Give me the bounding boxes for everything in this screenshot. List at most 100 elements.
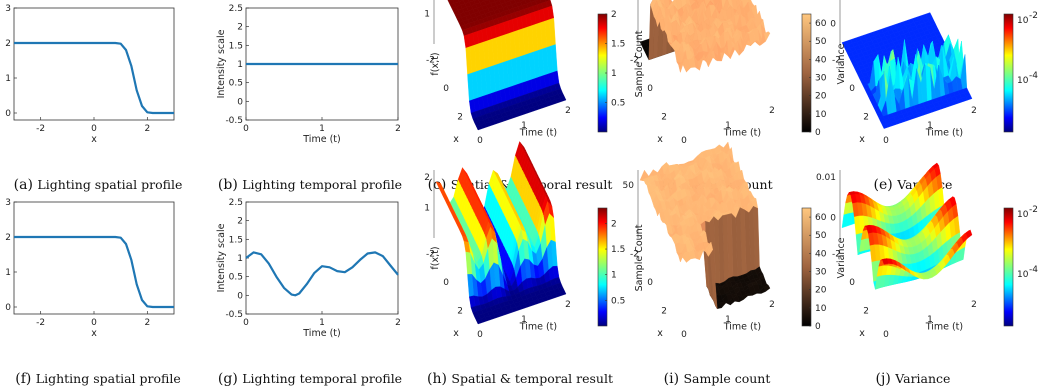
x-axis-label: x: [453, 328, 459, 339]
caption-letter: (b): [218, 177, 242, 193]
x-tick-label: 2: [395, 124, 401, 134]
t-tick-label: 0: [681, 136, 687, 146]
count-caption-2: (i) Sample count: [664, 371, 771, 387]
colorbar-tick-label: 1: [611, 271, 617, 281]
y-tick-label: -0.5: [225, 116, 243, 126]
x-axis-label: x: [859, 134, 865, 145]
t-tick-label: 2: [769, 300, 775, 310]
colorbar-tick-label: 0.5: [611, 99, 625, 109]
t-tick-label: 1: [927, 121, 933, 131]
y-tick-label: 1.5: [229, 235, 243, 245]
y-tick-label: 2: [237, 217, 243, 227]
y-tick-label: 2: [5, 39, 11, 49]
caption: (j) Variance: [876, 371, 951, 387]
x-tick-label: 2: [863, 113, 869, 123]
colorbar-tick-label: 2: [611, 219, 617, 229]
t-tick-label: 0: [883, 330, 889, 340]
colorbar-tick-label: 0: [815, 322, 821, 332]
surface-patch: [476, 124, 483, 131]
t-tick-label: 0: [681, 330, 687, 340]
y-tick-label: 0.5: [229, 79, 243, 89]
y-tick-label: 1: [237, 254, 243, 264]
t-tick-label: 1: [725, 121, 731, 131]
t-tick-label: 2: [769, 106, 775, 116]
caption-letter: (e): [874, 177, 898, 193]
colorbar: [801, 13, 812, 133]
spatial-chart-1: 0 1 2 3 -2 0 2 x: [5, 4, 175, 145]
t-axis-label: Time (t): [519, 322, 557, 333]
colorbar-tick-label: 50: [815, 37, 827, 47]
y-tick-label: -0.5: [225, 310, 243, 320]
plot-area: [245, 201, 399, 315]
x-axis-label: x: [657, 328, 663, 339]
y-tick-label: 0: [237, 291, 243, 301]
t-axis-label: Time (t): [723, 128, 761, 139]
x-tick-label: 0: [647, 84, 653, 94]
y-tick-label: 2.5: [229, 4, 243, 14]
x-tick-label: 2: [144, 318, 150, 328]
y-tick-label: 1.5: [229, 41, 243, 51]
y-tick-label: 2.5: [229, 198, 243, 208]
series-line: [245, 251, 399, 297]
t-tick-label: 1: [521, 121, 527, 131]
surface-patch: [680, 251, 687, 263]
y-tick-label: 0: [5, 109, 11, 119]
plot-area: [13, 7, 175, 121]
y-tick-label: 3: [5, 4, 11, 14]
colorbar-tick-label: 40: [815, 55, 827, 65]
y-tick-label: 0.5: [229, 273, 243, 283]
t-tick-label: 1: [927, 315, 933, 325]
z-tick-label: 1: [424, 203, 430, 213]
variance-caption-2: (j) Variance: [876, 371, 951, 387]
caption-letter: (a): [14, 177, 38, 193]
y-axis-label: Intensity scale: [216, 223, 227, 292]
colorbar-tick-base: 10: [1017, 210, 1029, 220]
caption-text: Variance: [894, 371, 950, 386]
t-axis-label: Time (t): [723, 322, 761, 333]
y-tick-label: 0: [237, 97, 243, 107]
y-axis-label: Intensity scale: [216, 29, 227, 98]
caption: (b) Lighting temporal profile: [218, 177, 402, 193]
caption: (a) Lighting spatial profile: [14, 177, 183, 193]
x-tick-label: 2: [457, 307, 463, 317]
caption: (i) Sample count: [664, 371, 771, 387]
x-tick-label: 2: [661, 307, 667, 317]
caption: (g) Lighting temporal profile: [218, 371, 402, 387]
x-tick-label: -2: [630, 249, 639, 259]
y-tick-label: 2: [5, 233, 11, 243]
caption-text: Spatial & temporal result: [451, 371, 613, 386]
x-tick-label: -2: [630, 55, 639, 65]
x-tick-label: -2: [426, 55, 435, 65]
x-tick-label: 0: [849, 84, 855, 94]
z-tick-label: 0: [830, 214, 836, 224]
x-tick-label: 0: [443, 84, 449, 94]
surface-patch: [882, 258, 889, 265]
x-axis-label: x: [859, 328, 865, 339]
x-tick-label: 2: [863, 307, 869, 317]
z-tick-label: 1: [424, 9, 430, 19]
z-axis-label: Variance: [836, 237, 847, 278]
colorbar: [597, 207, 608, 327]
colorbar-tick-label: 30: [815, 74, 827, 84]
colorbar-tick-label: 1.5: [611, 245, 625, 255]
caption-text: Lighting spatial profile: [36, 371, 181, 386]
x-axis-label: Time (t): [302, 134, 340, 145]
t-axis-label: Time (t): [925, 128, 963, 139]
colorbar-tick-label: 30: [815, 268, 827, 278]
colorbar-tick-base: 10: [1017, 16, 1029, 26]
x-axis-label: x: [91, 134, 97, 145]
t-tick-label: 1: [521, 315, 527, 325]
x-axis-label: x: [91, 328, 97, 339]
surface-patch: [680, 59, 687, 73]
temporal-caption-2: (g) Lighting temporal profile: [218, 371, 402, 387]
series-line: [14, 41, 174, 115]
caption-letter: (h): [427, 371, 451, 387]
series-line: [14, 235, 174, 309]
colorbar-tick-label: 60: [815, 213, 827, 223]
y-tick-label: 1: [5, 74, 11, 84]
y-tick-label: 3: [5, 198, 11, 208]
